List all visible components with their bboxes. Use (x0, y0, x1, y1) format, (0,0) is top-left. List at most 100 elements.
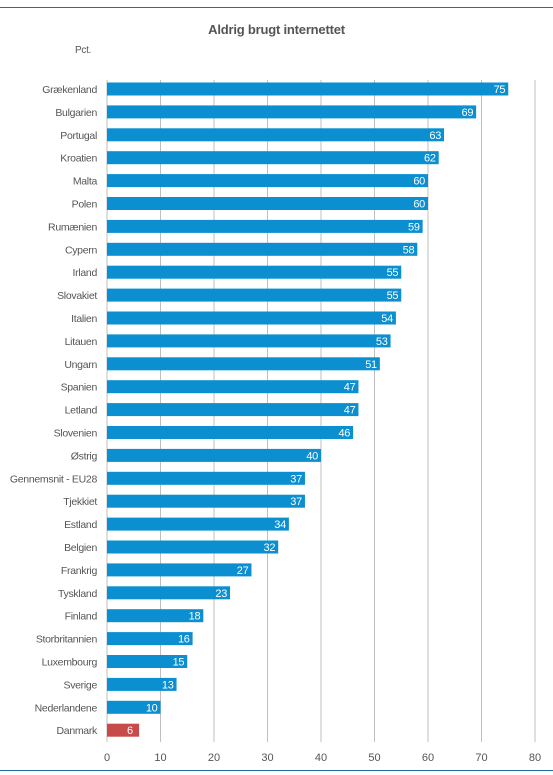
data-label: 47 (344, 382, 356, 394)
category-label: Østrig (71, 450, 98, 462)
bar (107, 655, 188, 668)
bars: 75 69 63 62 60 60 59 58 55 55 54 53 51 47 47 46 40 37 37 34… (107, 82, 509, 737)
data-label: 60 (413, 199, 425, 211)
bar (107, 357, 380, 371)
bar (107, 151, 439, 165)
bar (107, 700, 161, 714)
category-label: Tyskland (58, 588, 97, 600)
category-labels: Grækenland Bulgarien Portugal Kroatien Malta… (10, 84, 98, 737)
data-label: 34 (274, 519, 286, 531)
chart-title: Aldrig brugt internettet (208, 22, 345, 37)
bar (107, 403, 359, 417)
bar (107, 517, 289, 531)
data-label: 51 (365, 359, 377, 371)
x-tick-label: 60 (422, 752, 434, 764)
category-label: Kroatien (60, 153, 97, 165)
bar (107, 288, 402, 302)
top-rule (0, 7, 553, 8)
bar (107, 426, 354, 439)
x-tick-label: 80 (529, 752, 541, 764)
category-label: Danmark (57, 725, 99, 737)
category-label: Ungarn (64, 359, 97, 371)
bar (107, 174, 428, 188)
category-label: Italien (71, 313, 97, 325)
data-label: 53 (376, 336, 388, 348)
category-label: Letland (65, 405, 98, 417)
bar (107, 197, 428, 210)
category-label: Polen (72, 199, 98, 211)
bar (107, 540, 279, 554)
data-label: 32 (264, 542, 276, 554)
unit-label: Pct. (75, 45, 92, 56)
category-label: Belgien (64, 542, 97, 554)
data-label: 13 (162, 679, 174, 691)
data-label: 10 (146, 702, 158, 714)
x-tick-labels: 0 10 20 30 40 50 60 70 80 (104, 752, 541, 764)
data-label: 27 (237, 565, 249, 577)
data-label: 63 (429, 130, 441, 142)
data-label: 69 (462, 107, 474, 119)
bar (107, 723, 140, 737)
category-label: Luxembourg (42, 657, 98, 669)
bar (107, 242, 418, 256)
data-label: 55 (387, 290, 399, 302)
data-label: 6 (127, 725, 133, 737)
data-label: 46 (338, 428, 350, 440)
category-label: Rumænien (48, 221, 97, 233)
data-label: 15 (173, 657, 185, 669)
data-label: 62 (424, 153, 436, 165)
bar (107, 677, 177, 691)
x-tick-label: 50 (368, 752, 380, 764)
x-tick-label: 40 (315, 752, 327, 764)
data-label: 55 (387, 267, 399, 279)
bar (107, 82, 509, 96)
category-label: Estland (64, 519, 97, 531)
data-label: 54 (381, 313, 393, 325)
data-label: 23 (215, 588, 227, 600)
bar (107, 105, 477, 119)
x-tick-label: 20 (208, 752, 220, 764)
data-label: 47 (344, 405, 356, 417)
category-label: Storbritannien (36, 634, 98, 646)
bar (107, 494, 305, 508)
bar (107, 380, 359, 394)
x-tick-label: 70 (475, 752, 487, 764)
category-label: Slovakiet (57, 290, 97, 302)
category-label: Frankrig (61, 565, 98, 577)
category-label: Tjekkiet (63, 496, 97, 508)
data-label: 16 (178, 634, 190, 646)
data-label: 60 (413, 176, 425, 188)
category-label: Irland (73, 267, 98, 279)
category-label: Portugal (60, 130, 97, 142)
bar (107, 219, 423, 233)
bar (107, 334, 391, 348)
category-label: Spanien (61, 382, 98, 394)
data-label: 37 (290, 496, 302, 508)
data-label: 18 (189, 611, 201, 623)
data-label: 58 (403, 244, 415, 256)
bar (107, 128, 445, 142)
data-label: 75 (494, 84, 506, 96)
bar (107, 471, 305, 485)
bottom-rule (0, 770, 553, 771)
x-tick-label: 0 (104, 752, 110, 764)
bar (107, 632, 193, 646)
bar (107, 609, 204, 623)
category-label: Cypern (65, 244, 98, 256)
gridlines (106, 80, 536, 742)
data-label: 40 (306, 450, 318, 462)
category-label: Grækenland (42, 84, 97, 96)
category-label: Gennemsnit - EU28 (10, 473, 98, 485)
category-label: Finland (65, 611, 98, 623)
data-label: 59 (408, 221, 420, 233)
category-label: Malta (73, 176, 98, 188)
bar (107, 448, 321, 462)
bar (107, 586, 231, 600)
data-label: 37 (290, 473, 302, 485)
category-label: Litauen (65, 336, 98, 348)
x-tick-label: 10 (154, 752, 166, 764)
bar (107, 311, 396, 325)
category-label: Nederlandene (35, 702, 98, 714)
bar (107, 563, 252, 577)
